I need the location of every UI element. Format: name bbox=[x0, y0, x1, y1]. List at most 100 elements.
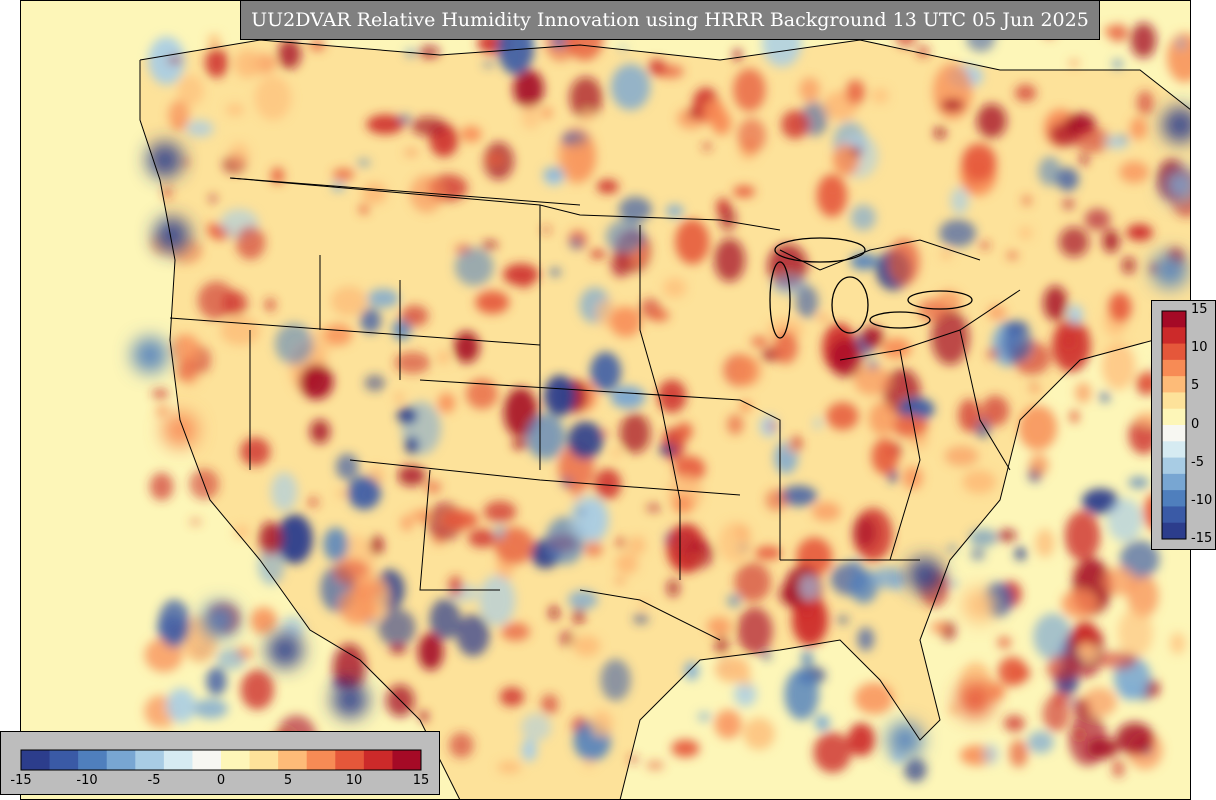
dry-innovation-blob bbox=[1126, 224, 1153, 241]
dry-innovation-blob bbox=[494, 527, 534, 565]
moist-innovation-blob bbox=[780, 485, 818, 506]
dry-innovation-blob bbox=[998, 656, 1027, 687]
dry-innovation-blob bbox=[672, 494, 694, 515]
boundary-line bbox=[959, 329, 1011, 471]
horizontal-colorbar-outline bbox=[20, 749, 422, 771]
moist-innovation-blob bbox=[569, 495, 606, 541]
moist-innovation-blob bbox=[1038, 156, 1062, 186]
dry-innovation-blob bbox=[646, 504, 662, 512]
dry-innovation-blob bbox=[737, 607, 773, 655]
dry-innovation-blob bbox=[366, 114, 405, 135]
dry-innovation-blob bbox=[335, 489, 348, 498]
boundary-line bbox=[639, 225, 681, 580]
dry-innovation-blob bbox=[786, 444, 796, 452]
dry-innovation-blob bbox=[1100, 650, 1137, 670]
dry-innovation-blob bbox=[234, 525, 250, 539]
moist-innovation-blob bbox=[784, 668, 819, 721]
dry-innovation-blob bbox=[167, 56, 182, 64]
moist-innovation-blob bbox=[478, 575, 516, 626]
ocean-innovation-spot bbox=[907, 557, 943, 593]
dry-innovation-blob bbox=[418, 632, 444, 671]
dry-innovation-blob bbox=[151, 389, 169, 399]
boundary-line bbox=[139, 60, 461, 800]
dry-innovation-blob bbox=[868, 401, 897, 436]
dry-innovation-blob bbox=[1101, 342, 1136, 390]
moist-innovation-blob bbox=[456, 614, 490, 657]
dry-innovation-blob bbox=[1079, 153, 1089, 166]
moist-innovation-blob bbox=[166, 688, 196, 723]
lake-outline bbox=[907, 290, 973, 310]
dry-innovation-blob bbox=[448, 575, 463, 597]
dry-innovation-blob bbox=[254, 75, 292, 121]
moist-innovation-blob bbox=[397, 114, 412, 125]
dry-innovation-blob bbox=[740, 672, 752, 688]
state-boundaries bbox=[139, 39, 1191, 800]
dry-innovation-blob bbox=[918, 299, 945, 322]
dry-innovation-blob bbox=[1111, 759, 1125, 778]
dry-innovation-blob bbox=[1075, 382, 1092, 404]
moist-innovation-blob bbox=[258, 546, 285, 586]
dry-innovation-blob bbox=[1101, 567, 1136, 596]
boundary-line bbox=[579, 589, 721, 641]
dry-innovation-blob bbox=[149, 472, 174, 501]
moist-innovation-blob bbox=[633, 613, 649, 625]
vertical-colorbar-swatch bbox=[1162, 473, 1186, 491]
dry-innovation-blob bbox=[483, 500, 517, 523]
dry-innovation-blob bbox=[1084, 208, 1111, 231]
dry-innovation-blob bbox=[816, 174, 848, 218]
moist-innovation-blob bbox=[397, 407, 417, 424]
moist-innovation-blob bbox=[347, 476, 381, 510]
vertical-colorbar-tick: -15 bbox=[1191, 531, 1213, 546]
dry-innovation-blob bbox=[584, 540, 603, 557]
dry-innovation-blob bbox=[734, 562, 772, 602]
dry-innovation-blob bbox=[980, 241, 990, 250]
dry-innovation-blob bbox=[409, 174, 444, 213]
dry-innovation-blob bbox=[902, 466, 923, 490]
moist-innovation-blob bbox=[405, 49, 417, 57]
moist-innovation-blob bbox=[762, 651, 771, 660]
dry-innovation-blob bbox=[871, 88, 889, 104]
dry-innovation-blob bbox=[1035, 528, 1055, 558]
moist-innovation-blob bbox=[568, 590, 598, 610]
moist-innovation-blob bbox=[904, 758, 927, 782]
boundary-line bbox=[229, 177, 781, 231]
vertical-colorbar-swatch bbox=[1162, 522, 1186, 540]
dry-innovation-blob bbox=[307, 497, 319, 508]
dry-innovation-blob bbox=[207, 34, 221, 49]
dry-innovation-blob bbox=[829, 338, 863, 378]
moist-innovation-blob bbox=[982, 743, 999, 765]
moist-innovation-blob bbox=[331, 182, 346, 192]
dry-innovation-blob bbox=[549, 606, 560, 620]
moist-innovation-blob bbox=[684, 661, 699, 681]
dry-innovation-blob bbox=[228, 142, 250, 169]
moist-innovation-blob bbox=[939, 219, 977, 248]
dry-innovation-blob bbox=[609, 306, 642, 338]
lake-outline bbox=[869, 311, 931, 329]
dry-innovation-blob bbox=[737, 118, 766, 154]
dry-innovation-blob bbox=[309, 419, 331, 444]
dry-innovation-blob bbox=[400, 305, 429, 327]
horizontal-colorbar-swatch bbox=[392, 750, 422, 770]
dry-innovation-blob bbox=[394, 351, 431, 374]
vertical-colorbar-swatch bbox=[1162, 506, 1186, 524]
dry-innovation-blob bbox=[987, 305, 1007, 321]
dry-innovation-blob bbox=[854, 682, 894, 715]
dry-innovation-blob bbox=[513, 69, 544, 108]
dry-innovation-blob bbox=[871, 438, 899, 475]
dry-innovation-blob bbox=[460, 126, 482, 143]
dry-innovation-blob bbox=[718, 521, 753, 563]
dry-innovation-blob bbox=[750, 336, 770, 348]
dry-innovation-blob bbox=[941, 98, 964, 112]
dry-innovation-blob bbox=[850, 147, 862, 156]
dry-innovation-blob bbox=[330, 286, 367, 317]
dry-innovation-blob bbox=[590, 710, 613, 738]
vertical-colorbar-swatch bbox=[1162, 441, 1186, 459]
dry-innovation-blob bbox=[1117, 608, 1153, 658]
moist-innovation-blob bbox=[1082, 488, 1119, 514]
lake-outline bbox=[769, 261, 791, 339]
innovation-field bbox=[132, 12, 1191, 782]
horizontal-colorbar-swatch bbox=[78, 750, 108, 770]
dry-innovation-blob bbox=[961, 143, 997, 182]
dry-innovation-blob bbox=[1062, 198, 1075, 210]
moist-innovation-blob bbox=[1056, 167, 1079, 191]
